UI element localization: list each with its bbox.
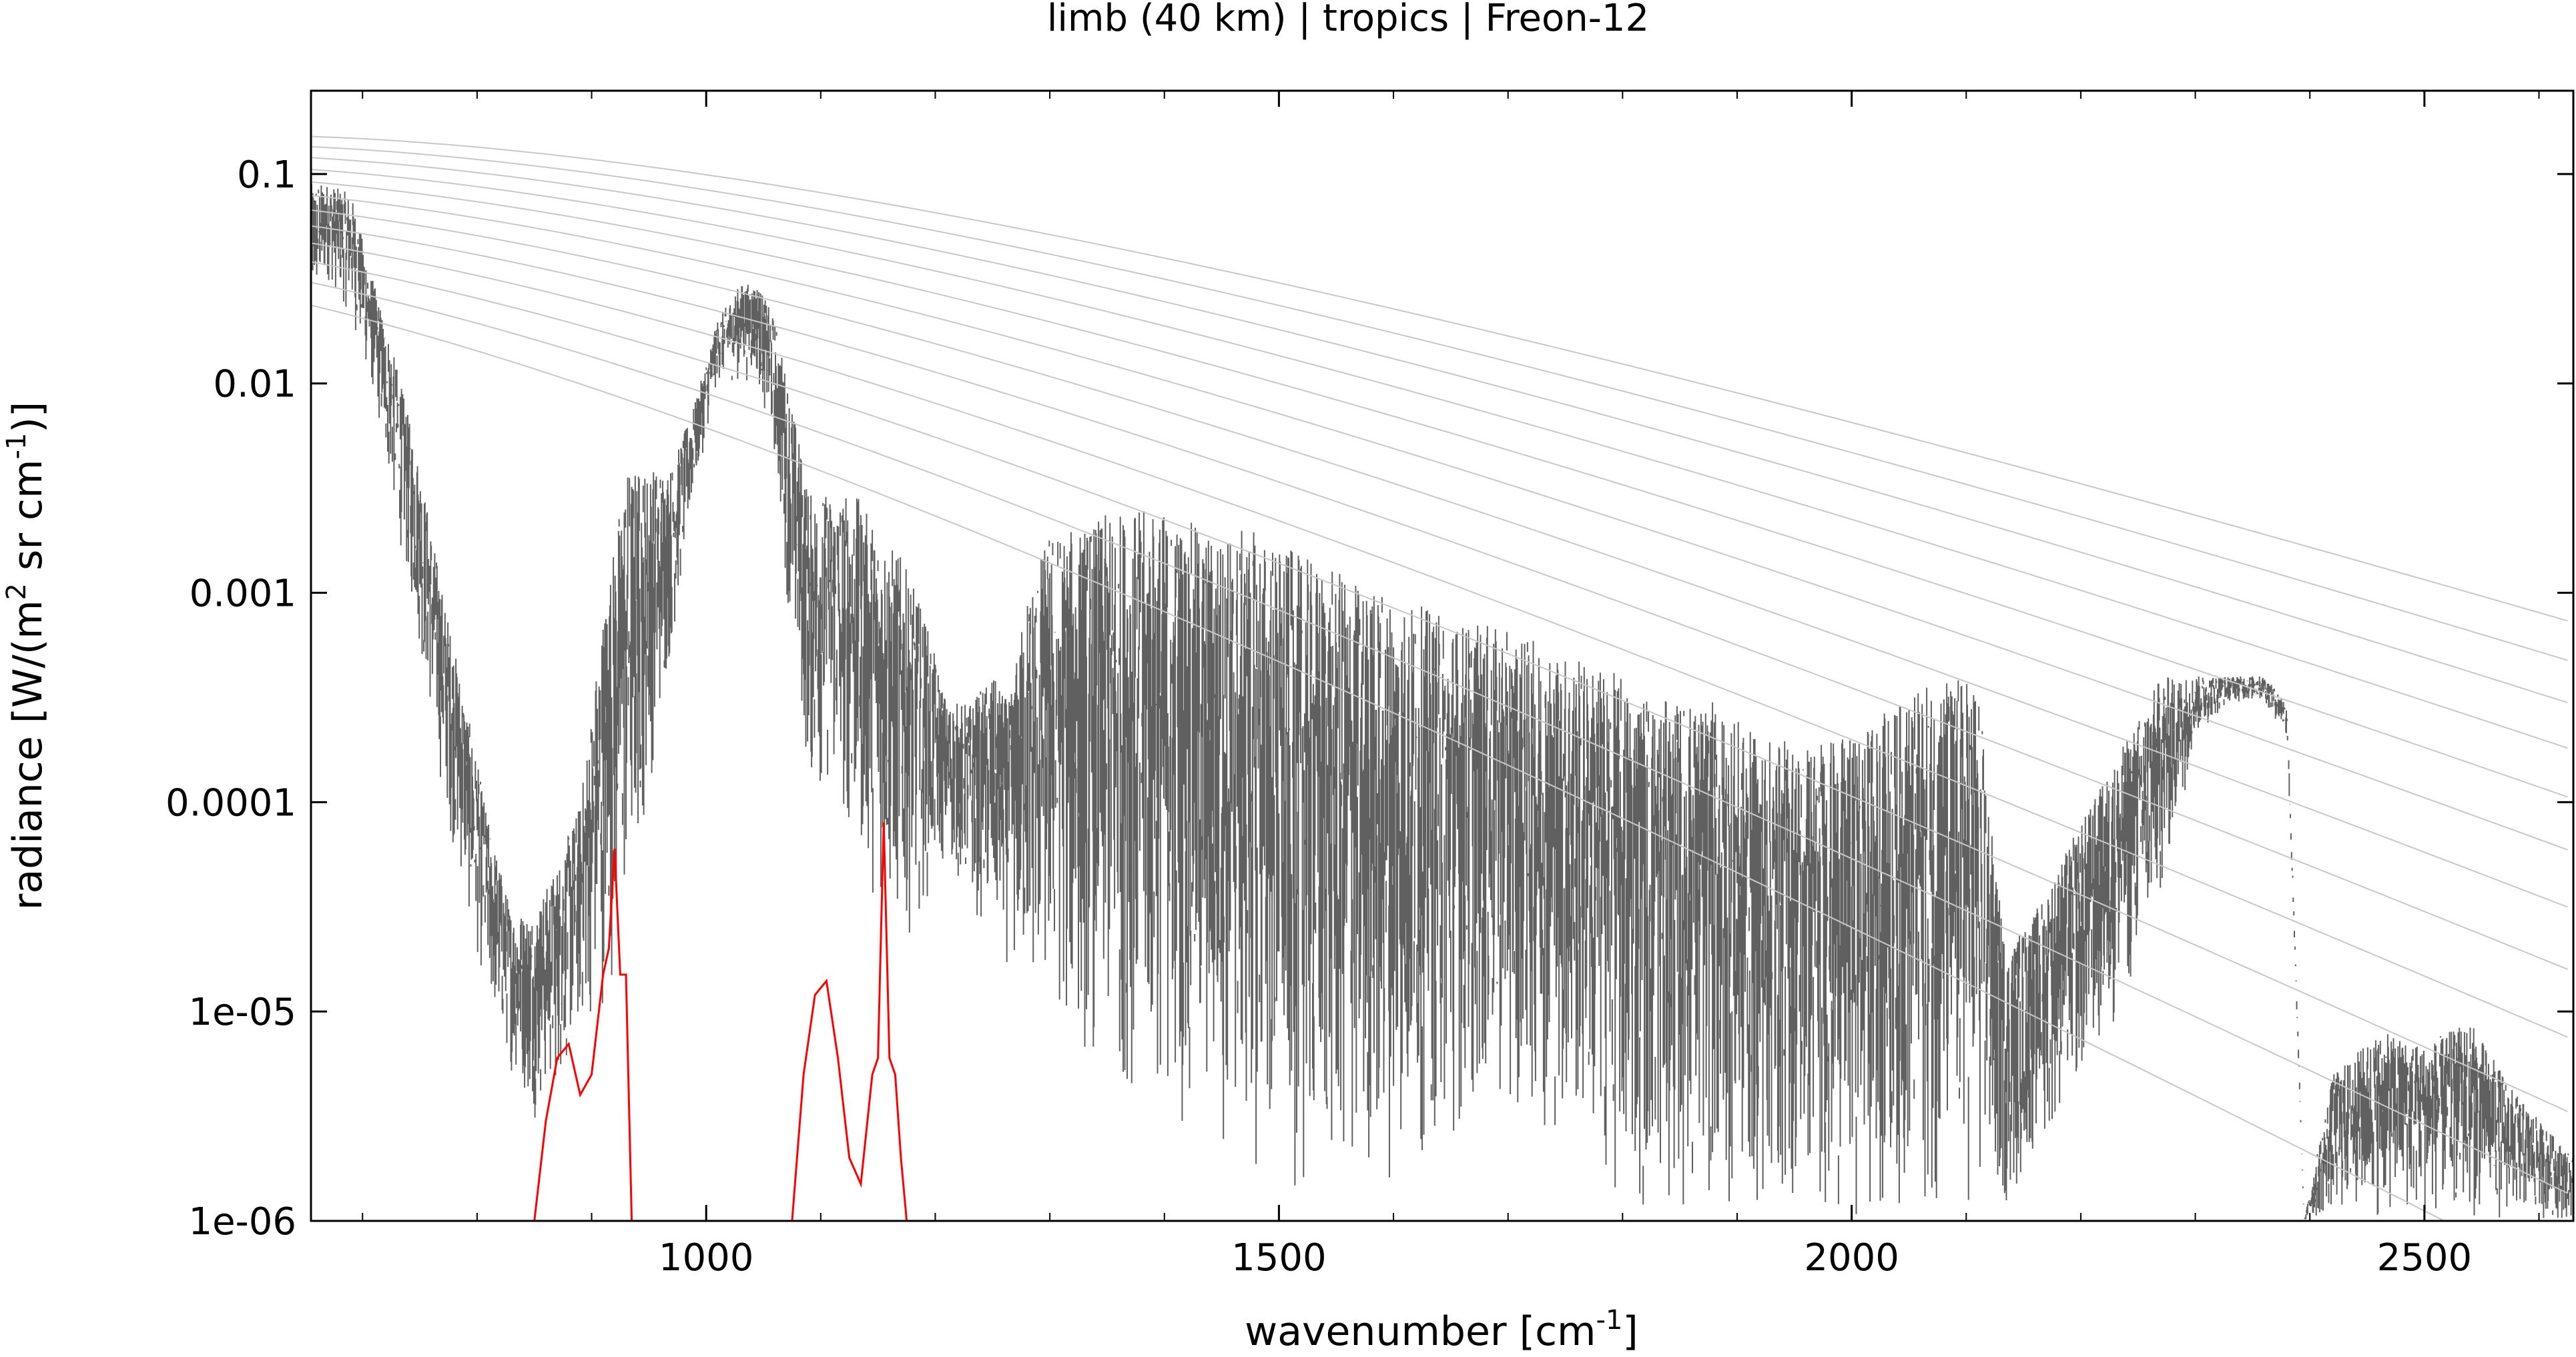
planck-curve-190K <box>311 304 2446 1221</box>
y-axis-label-mid: sr cm <box>5 459 51 583</box>
spectrum-line <box>311 183 2573 1220</box>
x-tick-label: 2000 <box>1804 1236 1899 1280</box>
x-tick-label: 2500 <box>2377 1236 2473 1280</box>
y-axis-label-tail: )] <box>5 402 51 433</box>
spectrum-series <box>311 183 2573 1220</box>
y-tick-label: 0.1 <box>237 153 296 197</box>
x-tick-label: 1000 <box>659 1236 754 1280</box>
planck-curve-200K <box>311 282 2568 1194</box>
x-axis-label-sup: -1 <box>1596 1305 1623 1336</box>
plot-frame <box>310 89 2575 1222</box>
y-axis-label: radiance [W/(m2 sr cm-1)] <box>1 402 51 910</box>
planck-curve-280K <box>311 157 2568 704</box>
y-tick-label: 1e-06 <box>188 1200 296 1244</box>
y-axis-label-sup1: 2 <box>1 583 32 600</box>
planck-curve-230K <box>311 225 2568 970</box>
x-axis-label-text: wavenumber [cm <box>1245 1308 1596 1355</box>
planck-curve-250K <box>311 195 2568 851</box>
y-axis-label-text: radiance [W/(m <box>5 600 51 910</box>
planck-curve-210K <box>311 261 2568 1112</box>
planck-curve-300K <box>311 135 2568 622</box>
planck-curve-240K <box>311 209 2568 908</box>
x-tick-label: 1500 <box>1231 1236 1327 1280</box>
plot-area <box>311 135 2573 1221</box>
planck-curve-220K <box>311 242 2568 1038</box>
planck-curve-260K <box>311 181 2568 798</box>
freon-series-2 <box>791 822 908 1221</box>
y-axis: 0.1 0.01 0.001 0.0001 1e-05 1e-06 <box>166 153 2573 1244</box>
y-tick-label: 0.0001 <box>166 781 296 825</box>
y-tick-label: 0.001 <box>190 572 296 616</box>
x-axis: 1000 1500 2000 2500 <box>362 91 2540 1280</box>
x-axis-label: wavenumber [cm-1] <box>1245 1305 1638 1355</box>
planck-curve-290K <box>311 145 2568 661</box>
freon-series-1 <box>533 848 633 1221</box>
planck-curve-270K <box>311 168 2568 749</box>
y-tick-label: 0.01 <box>213 363 296 406</box>
planck-curves <box>311 135 2568 1221</box>
chart-title: limb (40 km) | tropics | Freon-12 <box>1047 0 1649 40</box>
y-axis-label-sup2: -1 <box>1 433 32 460</box>
x-axis-label-tail: ] <box>1622 1308 1638 1355</box>
y-tick-label: 1e-05 <box>188 991 296 1034</box>
